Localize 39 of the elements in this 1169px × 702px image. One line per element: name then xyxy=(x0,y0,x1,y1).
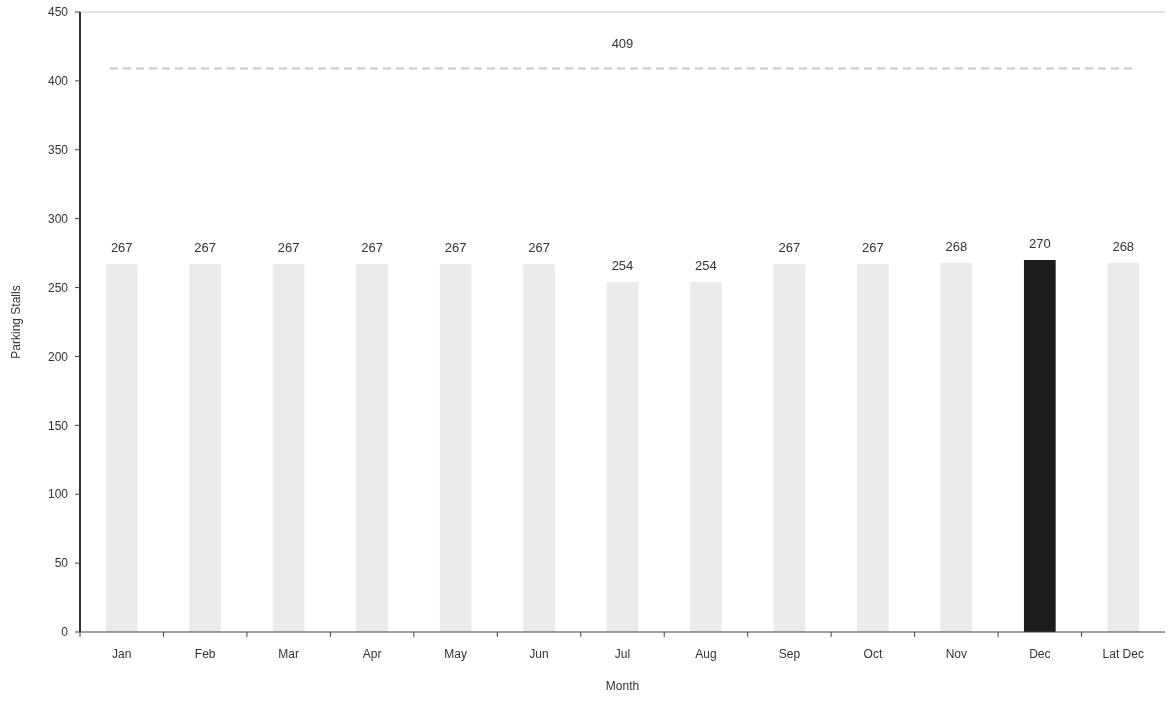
data-label: 267 xyxy=(110,240,133,256)
data-label: 268 xyxy=(945,238,968,254)
x-tick-label: Apr xyxy=(362,647,382,661)
x-axis-title: Month xyxy=(605,679,640,693)
x-tick-label: Jun xyxy=(529,647,549,661)
x-tick-label: Jan xyxy=(112,647,132,661)
x-tick-label: Feb xyxy=(194,647,216,661)
x-tick-label: Lat Dec xyxy=(1102,647,1144,661)
y-tick-label: 450 xyxy=(47,5,69,20)
data-label: 267 xyxy=(528,240,550,256)
data-label: 267 xyxy=(361,240,383,256)
y-tick-label: 0 xyxy=(61,625,69,640)
y-axis-title: Parking Stalls xyxy=(9,285,23,359)
data-label: 267 xyxy=(194,240,217,256)
data-label: 268 xyxy=(1112,238,1135,254)
data-label: 254 xyxy=(695,258,717,274)
x-tick-label: Jul xyxy=(614,647,631,661)
y-tick-label: 400 xyxy=(47,74,69,89)
y-tick-label: 200 xyxy=(47,349,69,364)
x-tick-label: May xyxy=(444,647,467,661)
y-tick-label: 150 xyxy=(47,418,69,433)
y-tick-label: 100 xyxy=(47,487,69,502)
y-tick-label: 50 xyxy=(54,556,69,571)
data-label: 267 xyxy=(862,240,884,256)
x-tick-label: Nov xyxy=(945,647,968,661)
y-tick-label: 300 xyxy=(47,211,69,226)
y-tick-label: 250 xyxy=(47,280,69,295)
x-tick-label: Dec xyxy=(1029,647,1051,661)
data-label: 267 xyxy=(277,240,300,256)
x-tick-label: Oct xyxy=(863,647,883,661)
x-tick-label: Sep xyxy=(778,647,801,661)
data-label: 270 xyxy=(1028,236,1051,251)
y-tick-label: 350 xyxy=(47,142,69,157)
data-label: 254 xyxy=(611,258,634,274)
x-tick-label: Aug xyxy=(695,647,717,661)
data-label: 267 xyxy=(778,240,801,256)
data-label: 267 xyxy=(444,240,467,256)
x-tick-label: Mar xyxy=(278,647,299,661)
ref-line-label: 409 xyxy=(611,36,634,52)
